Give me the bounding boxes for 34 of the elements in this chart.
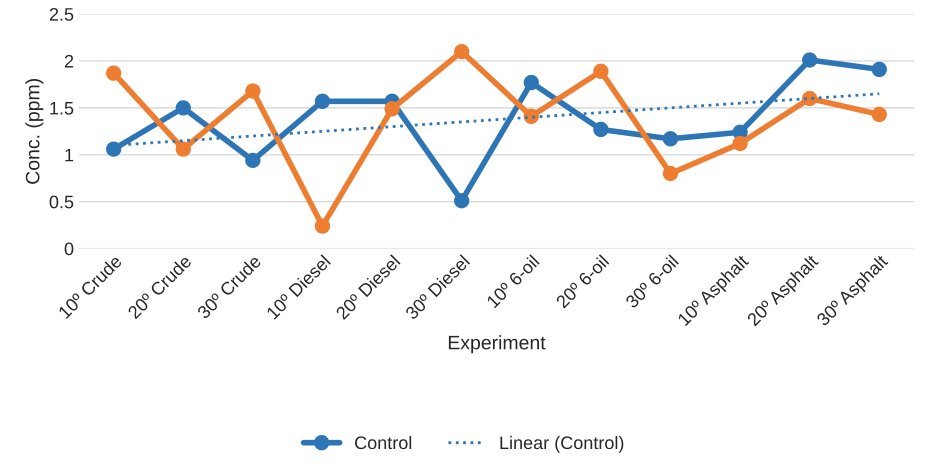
point	[106, 142, 122, 157]
y-tick-label: 1.5	[50, 102, 74, 115]
legend-label: Linear (Control)	[500, 436, 624, 453]
point	[454, 193, 470, 208]
point	[662, 166, 678, 182]
y-tick-label: 2.5	[50, 8, 74, 21]
point	[593, 122, 609, 138]
point	[314, 218, 330, 234]
point	[384, 101, 400, 116]
y-tick-label: 0	[64, 242, 74, 256]
point	[454, 44, 470, 60]
point	[872, 62, 887, 78]
point	[872, 106, 887, 122]
y-tick-label: 2	[64, 54, 74, 68]
point	[176, 100, 191, 116]
y-tick-label: 1	[65, 148, 74, 162]
point	[732, 136, 748, 152]
x-tick-label: 10º 6-oil	[486, 254, 540, 308]
x-tick-label: 30º 6-oil	[624, 254, 680, 309]
legend-label: Control	[355, 436, 412, 450]
point	[593, 64, 609, 79]
y-axis-title: Conc. (ppm)	[25, 79, 44, 184]
y-tick-label: 0.5	[50, 196, 74, 208]
point	[106, 66, 122, 81]
x-axis-title: Experiment	[448, 335, 546, 354]
point	[662, 131, 678, 146]
point	[314, 94, 330, 109]
point	[245, 83, 261, 99]
point	[802, 52, 818, 68]
point	[802, 90, 818, 106]
point	[524, 74, 539, 90]
point	[245, 152, 261, 168]
point	[176, 142, 191, 157]
x-tick-label: 20º 6-oil	[554, 254, 610, 309]
